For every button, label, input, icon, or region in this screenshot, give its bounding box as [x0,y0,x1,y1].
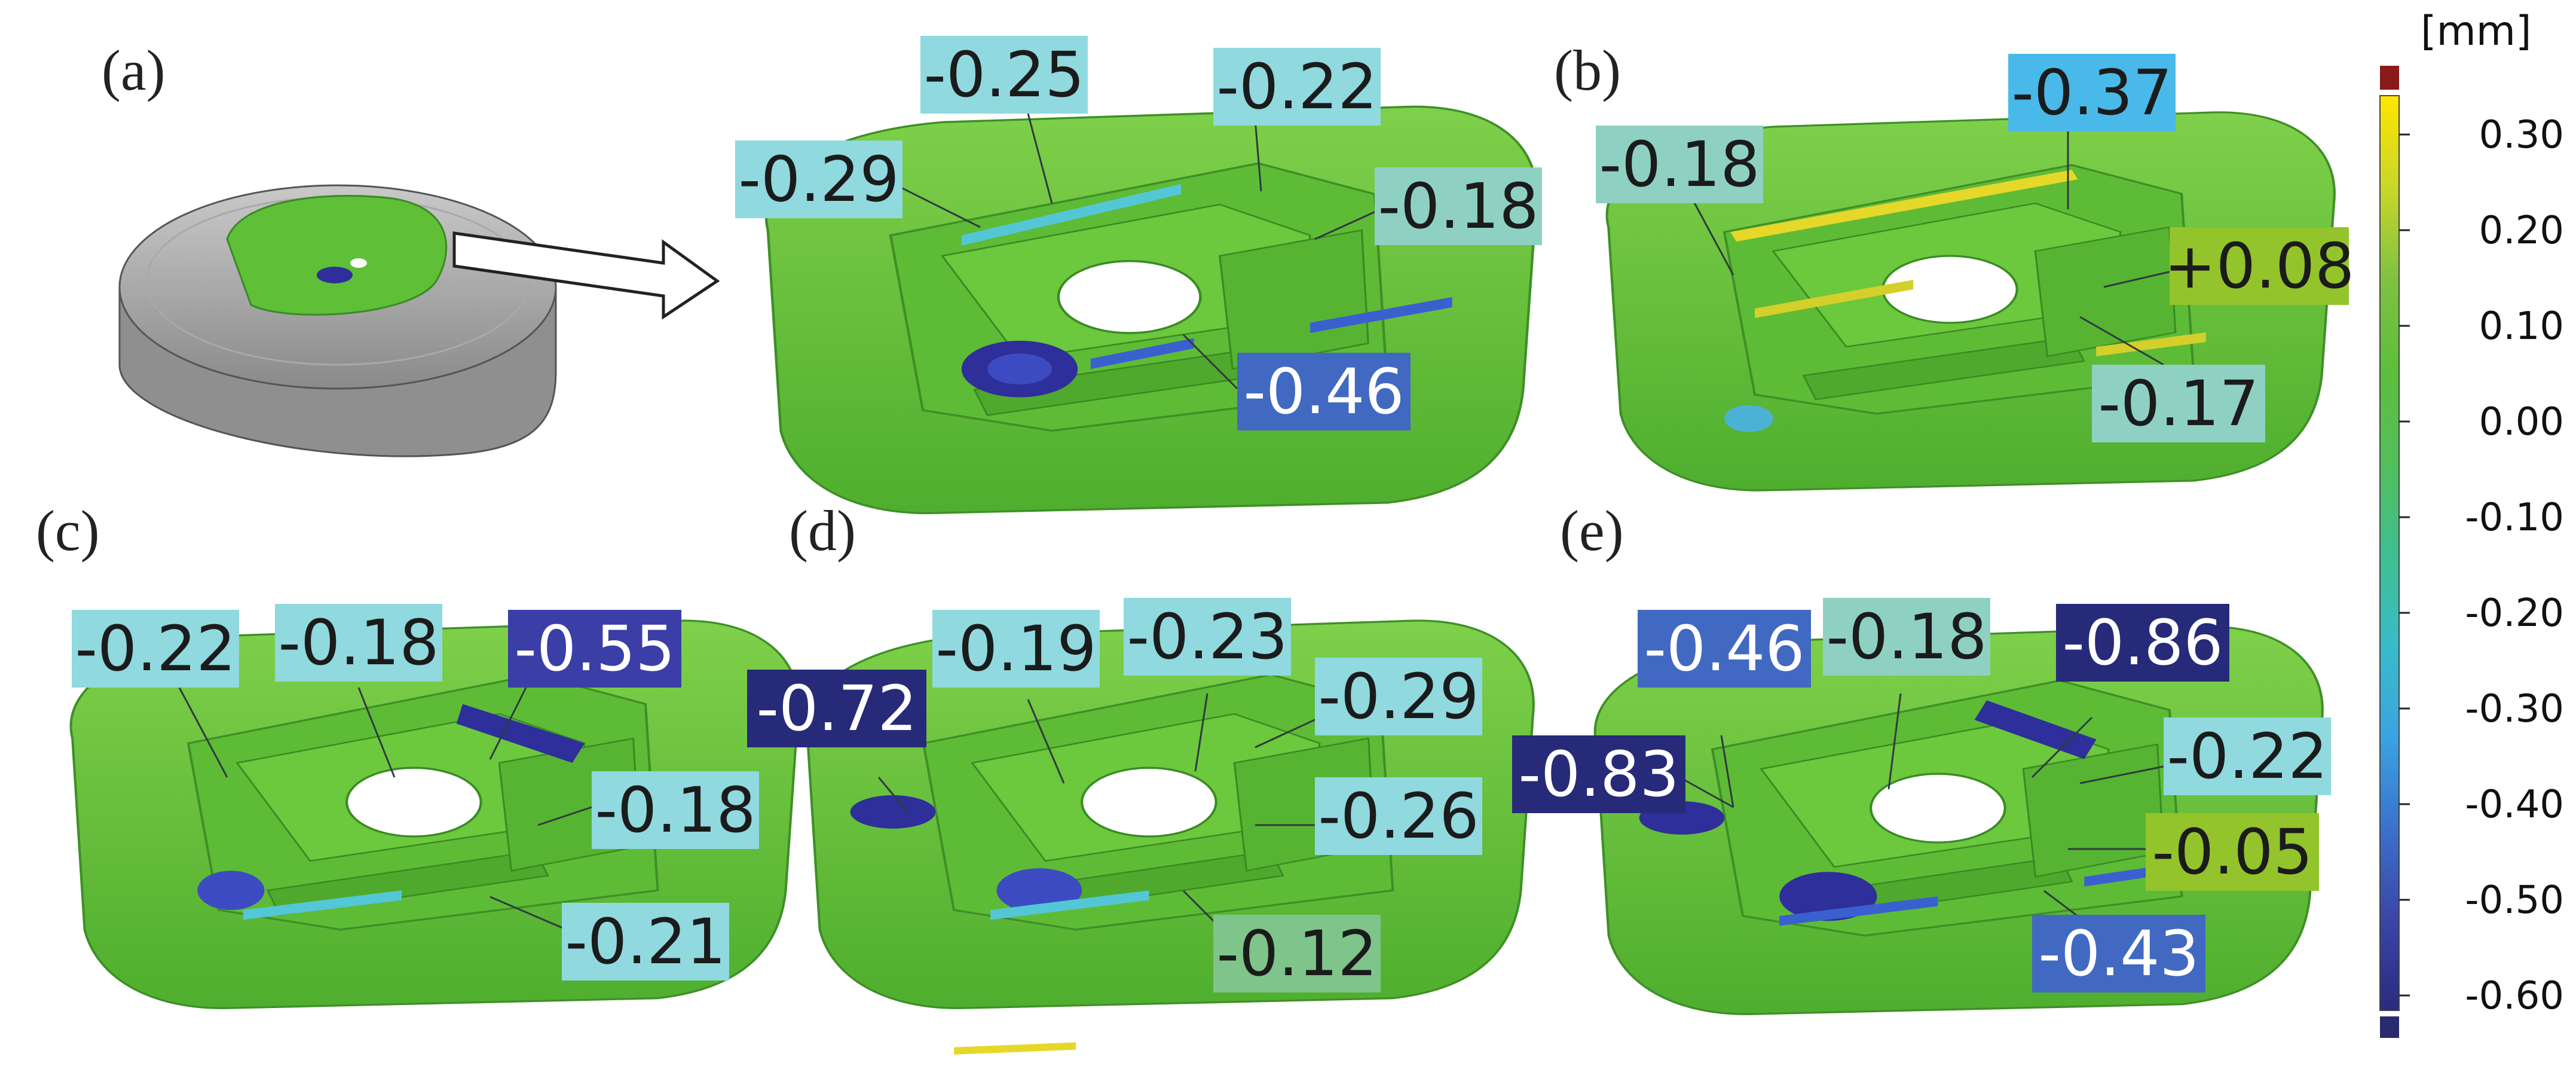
value-label: -0.43 [2032,915,2205,992]
panel-b: (b) -0.18 -0.37 +0.08 -0.17 [1554,38,2354,490]
panel-letter-a: (a) [102,38,166,102]
colorbar-tick-label: -0.30 [2465,687,2564,731]
colorbar-gradient [2379,95,2400,1011]
colorbar-tick-label: -0.10 [2465,496,2564,540]
value-label-text: -0.23 [1127,600,1287,673]
colorbar-tick-label: 0.20 [2479,209,2565,253]
value-label-text: -0.25 [923,38,1084,111]
value-label-text: -0.18 [1378,170,1538,243]
arrow-icon [452,231,720,320]
value-label-text: -0.18 [595,774,755,847]
value-label: -0.18 [1823,598,1990,676]
colorbar-tick-label: -0.40 [2465,783,2564,827]
colorbar-under-swatch [2380,1016,2399,1038]
value-label-text: -0.43 [2038,917,2199,990]
value-label-text: -0.26 [1318,780,1479,853]
value-label: -0.05 [2146,813,2319,891]
colorbar-unit: [mm] [2421,8,2532,55]
value-label-text: -0.21 [565,905,726,978]
value-label: -0.22 [1213,48,1381,126]
value-label-text: -0.83 [1518,738,1679,811]
panel-e: (e) -0.46 -0.18 -0.86 -0. [1512,499,2331,1014]
value-label-text: -0.17 [2098,367,2259,440]
value-label: -0.22 [2164,717,2331,795]
value-label: -0.29 [735,141,902,218]
panel-letter-d: (d) [789,499,856,563]
colorbar: [mm] 0.30 0.20 0.10 0.00 -0.10 -0.20 -0.30 -0.4… [2379,8,2564,1038]
value-label-text: -0.86 [2062,606,2223,679]
value-label-text: -0.22 [75,612,235,685]
colorbar-tick-label: -0.50 [2465,878,2564,923]
part-render-c [71,621,799,1008]
colorbar-tick-label: 0.30 [2479,113,2565,157]
value-label: -0.21 [562,903,729,981]
value-label: -0.18 [592,771,759,849]
value-label: -0.46 [1638,610,1811,688]
value-label: -0.18 [275,604,442,682]
part-render-b [1607,112,2335,490]
value-label-text: +0.08 [2164,230,2355,303]
disk-illustration [118,184,557,457]
value-label-text: -0.55 [514,612,675,685]
value-label: -0.22 [72,610,239,688]
value-label: -0.23 [1124,598,1291,676]
colorbar-tick-label: -0.60 [2465,974,2564,1018]
colorbar-tick-label: -0.20 [2465,591,2564,636]
value-label-text: -0.05 [2152,816,2312,888]
value-label-text: -0.46 [1644,612,1804,685]
panel-c: (c) -0.22 -0.18 -0.55 -0.18 [36,499,799,1008]
panel-d: (d) -0.72 -0.19 -0.23 -0.29 [747,499,1534,1055]
colorbar-ticks: 0.30 0.20 0.10 0.00 -0.10 -0.20 -0.30 -0.40 -0.5… [2399,113,2564,1018]
panel-a: (a) -0.29 [102,36,1542,513]
value-label: -0.26 [1315,777,1482,855]
value-label: -0.86 [2056,604,2229,682]
value-label-text: -0.37 [2011,56,2172,129]
value-label-text: -0.18 [1599,128,1760,201]
value-label: -0.55 [508,610,681,688]
part-render-d [806,621,1534,1055]
value-label-text: -0.22 [2167,720,2327,793]
value-label: -0.25 [920,36,1088,114]
value-label-box [735,141,902,218]
value-label-text: -0.22 [1216,50,1377,123]
value-label-text: -0.18 [1826,600,1987,673]
value-label-text: -0.19 [935,612,1096,685]
colorbar-over-swatch [2380,66,2399,90]
value-label-text: -0.12 [1216,917,1377,990]
value-label-text: -0.72 [756,672,917,745]
panel-letter-c: (c) [36,499,100,563]
value-label: -0.12 [1213,915,1381,992]
value-label: -0.83 [1512,735,1685,813]
value-label-text: -0.29 [738,143,899,216]
value-label: -0.29 [1315,658,1482,735]
value-label: -0.18 [1596,126,1763,203]
value-label: -0.46 [1237,353,1411,430]
value-label: -0.19 [932,610,1100,688]
value-label-text: -0.29 [1318,660,1479,733]
value-label: -0.17 [2092,365,2265,442]
value-label: +0.08 [2164,227,2355,305]
value-label: -0.72 [747,670,926,747]
value-label: -0.37 [2008,54,2176,132]
colorbar-tick-label: 0.10 [2479,304,2565,349]
value-label-text: -0.18 [278,606,439,679]
colorbar-tick-label: 0.00 [2479,400,2565,444]
panel-letter-b: (b) [1554,38,1621,102]
part-render-a [766,106,1537,513]
value-label: -0.18 [1375,167,1542,245]
panel-letter-e: (e) [1560,499,1624,563]
value-label-text: -0.46 [1243,355,1404,428]
